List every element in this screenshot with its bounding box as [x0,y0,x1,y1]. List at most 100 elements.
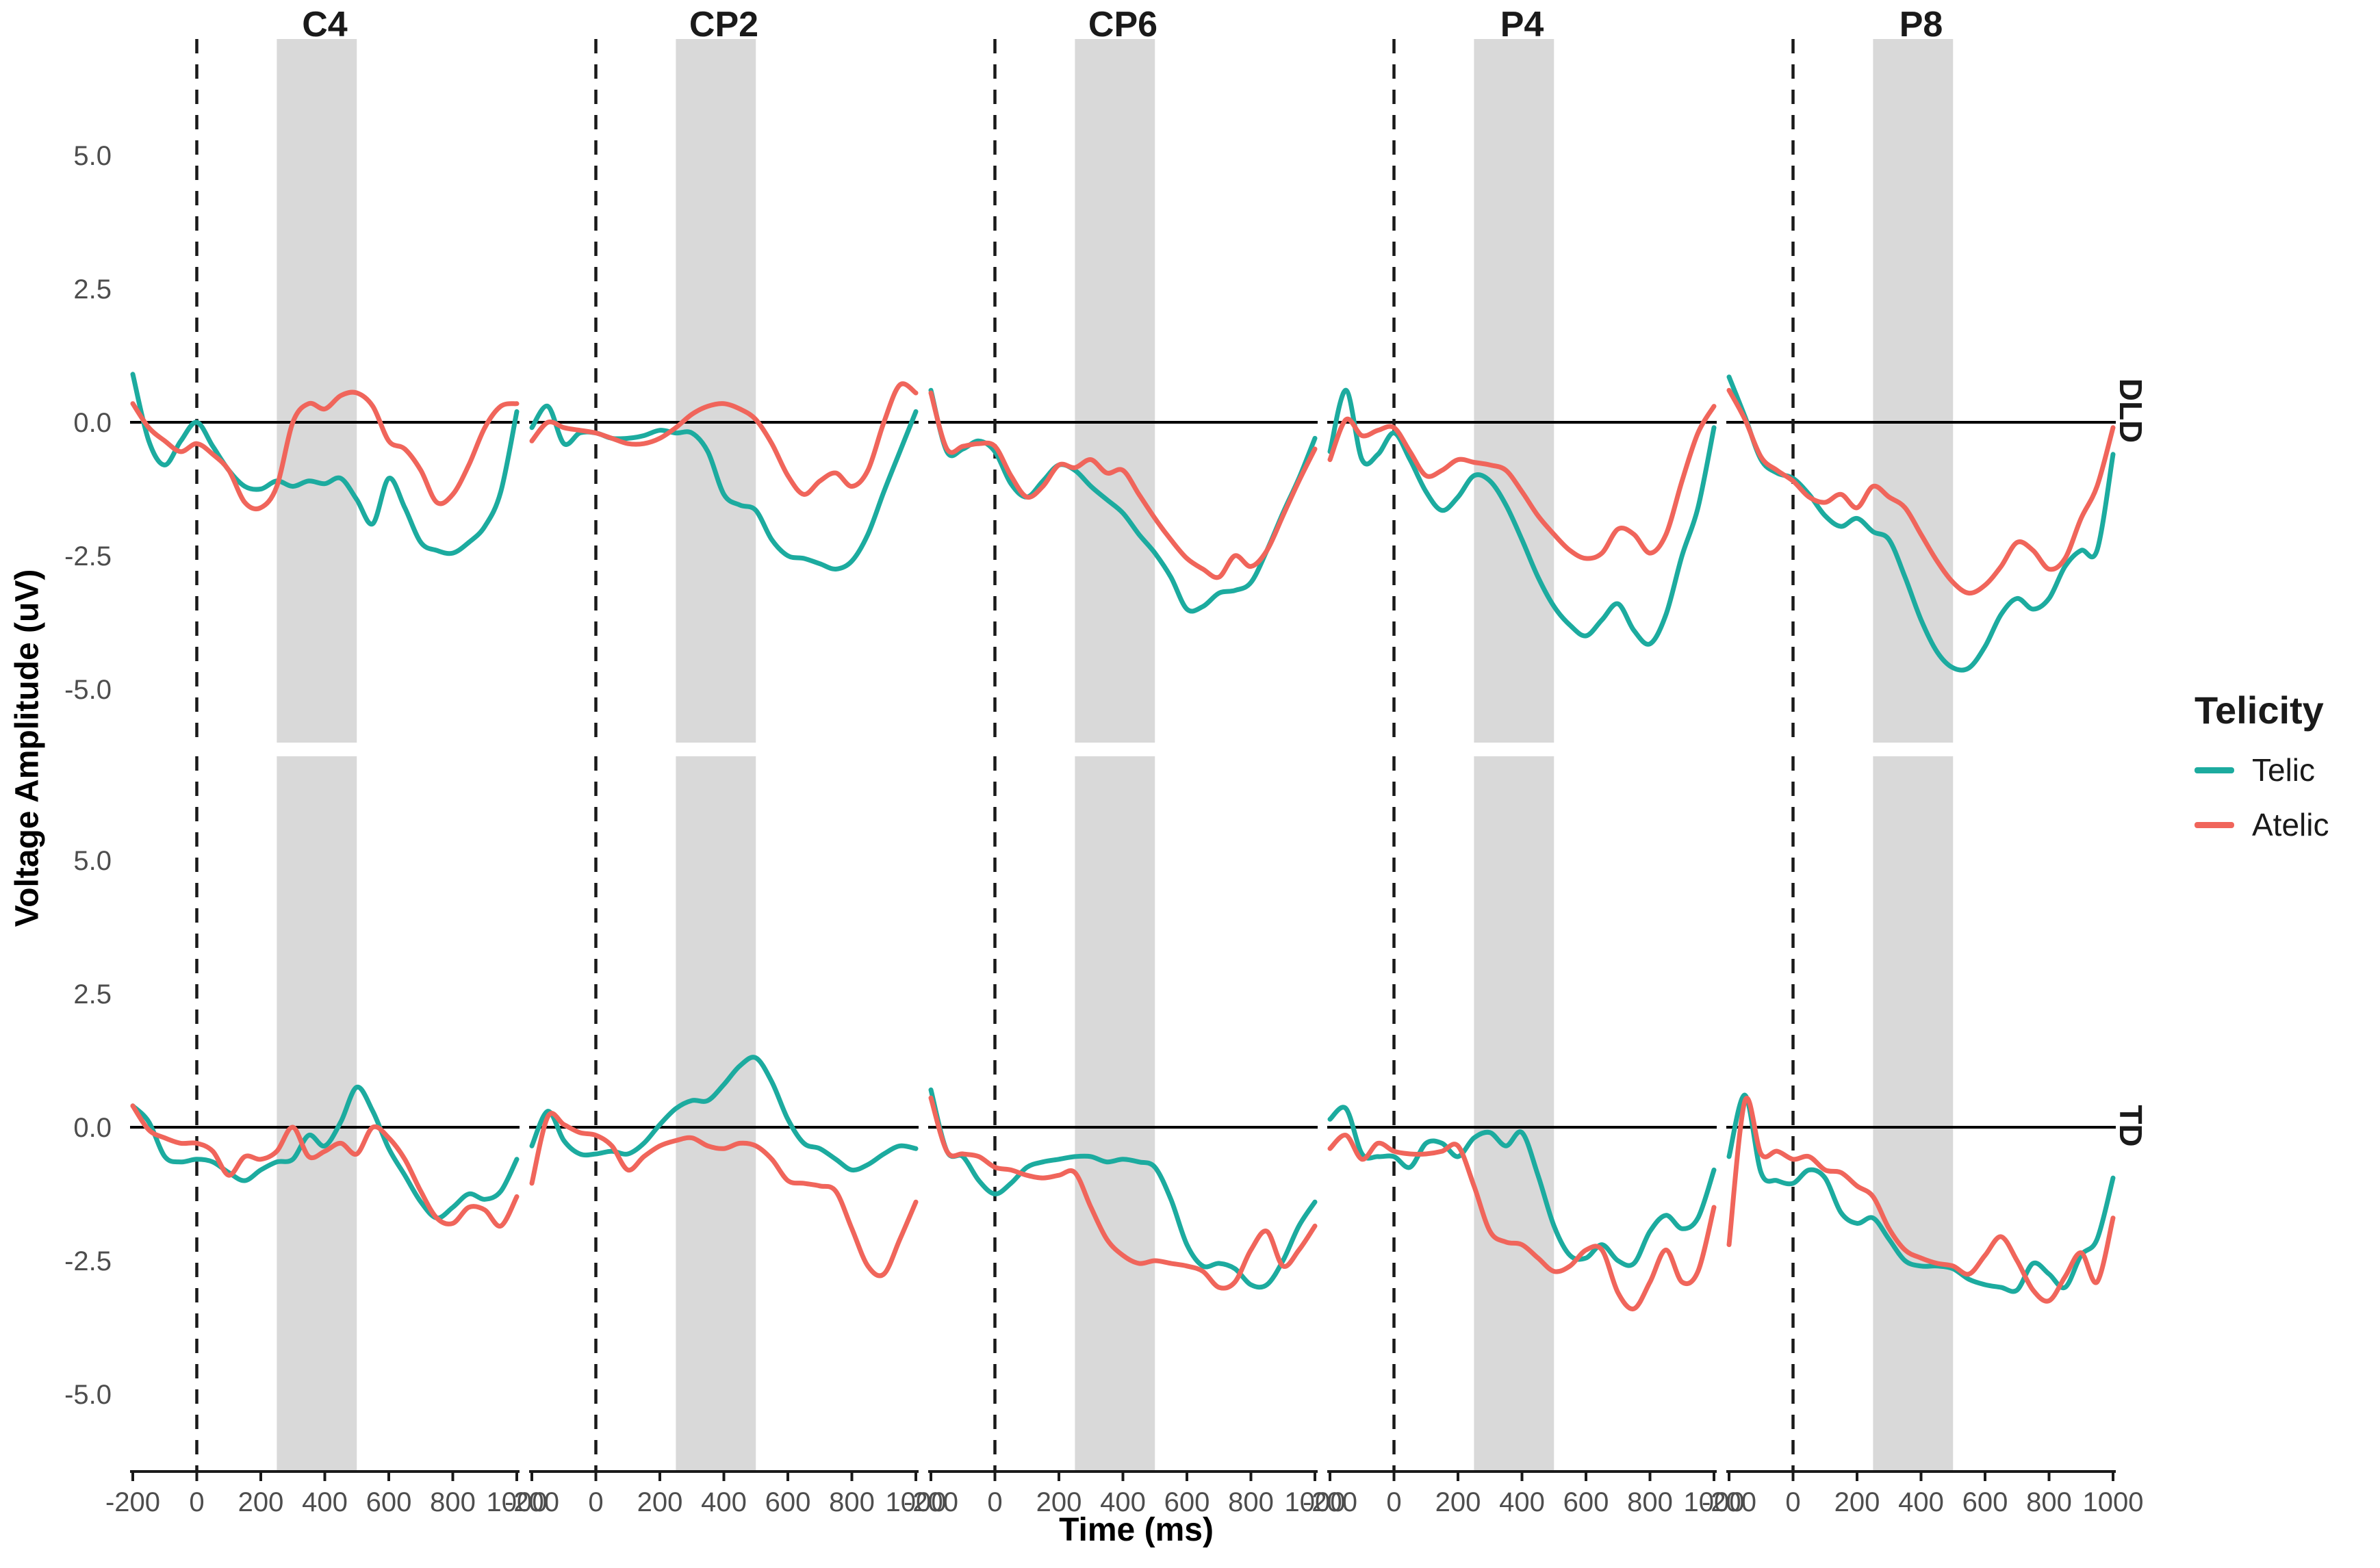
panel-CP2-TD: -200 0 200 400 600 800 1000 [504,756,947,1517]
significance-band [676,756,756,1471]
facet-title-p4: P4 [1500,5,1544,44]
x-tick-label: 600 [1164,1487,1210,1517]
atelic-waveform [928,1095,1318,1291]
y-tick-label: 5.0 [73,141,112,171]
x-tick-label: 600 [1563,1487,1609,1517]
facet-title-c4: C4 [302,5,348,44]
panel-P4-DLD [1327,39,1717,743]
panel-C4-DLD [130,39,520,743]
x-tick-label: 0 [189,1487,204,1517]
x-tick-label: 600 [765,1487,811,1517]
significance-band [1873,39,1954,743]
panel-CP2-DLD [529,39,919,743]
y-tick-label: 0.0 [73,408,112,438]
x-tick-label: 1000 [886,1487,947,1517]
atelic-line-key-icon [2195,821,2234,828]
y-axis-title: Voltage Amplitude (uV) [9,569,46,927]
significance-band [1075,756,1155,1471]
legend-item-label: Telic [2252,752,2316,788]
x-tick-label: 200 [1435,1487,1481,1517]
atelic-waveform [928,390,1318,580]
x-axis-title: Time (ms) [1059,1512,1214,1548]
facet-row-label-dld: DLD [2113,378,2149,444]
x-tick-label: -200 [504,1487,559,1517]
telic-waveform [928,387,1318,614]
telic-waveform [130,1084,520,1221]
x-tick-label: 400 [1499,1487,1545,1517]
telic-line-key-icon [2195,767,2234,773]
x-tick-label: -200 [105,1487,160,1517]
x-tick-label: 200 [1036,1487,1082,1517]
y-tick-label: -2.5 [64,1246,112,1276]
atelic-waveform [529,381,919,497]
x-tick-label: -200 [1702,1487,1756,1517]
facet-title-p8: P8 [1899,5,1943,44]
x-tick-label: 0 [987,1487,1002,1517]
x-tick-label: 800 [1228,1487,1274,1517]
x-tick-label: 1000 [2083,1487,2144,1517]
atelic-waveform [1327,1133,1717,1312]
atelic-waveform [130,1103,520,1229]
atelic-waveform [529,1111,919,1278]
x-tick-label: 600 [366,1487,412,1517]
x-tick-label: 1000 [487,1487,548,1517]
telic-waveform [928,1087,1318,1290]
telic-waveform [1327,1105,1717,1268]
atelic-waveform [130,389,520,512]
panel-P8-DLD [1726,39,2116,743]
telic-waveform [529,1055,919,1173]
y-tick-label: 0.0 [73,1113,112,1143]
x-tick-label: 800 [1627,1487,1673,1517]
x-tick-label: 0 [1386,1487,1401,1517]
facet-title-cp2: CP2 [689,5,759,44]
panel-P8-TD: -200 0 200 400 600 800 1000 [1702,756,2144,1517]
x-tick-label: 600 [1962,1487,2008,1517]
x-tick-label: 800 [430,1487,476,1517]
panel-CP6-DLD [928,39,1318,743]
x-tick-label: 400 [701,1487,747,1517]
atelic-waveform [1327,404,1717,561]
y-tick-label: -5.0 [64,675,112,705]
x-tick-label: -200 [904,1487,958,1517]
legend-title: Telicity [2195,689,2324,732]
significance-band [1075,39,1155,743]
legend: Telicity Telic Atelic [2195,688,2329,861]
telic-waveform [130,372,520,556]
x-tick-label: -200 [1303,1487,1357,1517]
y-tick-label: 2.5 [73,274,112,305]
legend-item-label: Atelic [2252,807,2329,843]
significance-band [676,39,756,743]
x-tick-label: 200 [238,1487,284,1517]
panel-CP6-TD: -200 0 200 400 600 800 1000 [904,756,1346,1517]
atelic-waveform [1726,387,2116,596]
x-tick-label: 400 [302,1487,348,1517]
x-tick-label: 0 [588,1487,603,1517]
facet-row-label-td: TD [2113,1105,2149,1147]
y-tick-label: 5.0 [73,846,112,876]
x-tick-label: 400 [1100,1487,1146,1517]
y-tick-label: 2.5 [73,979,112,1010]
atelic-waveform [1726,1096,2116,1304]
x-tick-label: 200 [1834,1487,1880,1517]
significance-band [277,39,357,743]
facet-title-cp6: CP6 [1088,5,1158,44]
legend-item-telic: Telic [2195,751,2329,788]
x-tick-label: 800 [829,1487,875,1517]
legend-item-atelic: Atelic [2195,806,2329,843]
y-tick-label: -5.0 [64,1380,112,1410]
x-tick-label: 1000 [1684,1487,1745,1517]
telic-waveform [1327,387,1717,647]
x-tick-label: 200 [637,1487,683,1517]
x-tick-label: 800 [2026,1487,2072,1517]
significance-band [1873,756,1954,1471]
significance-band [1474,756,1554,1471]
significance-band [1474,39,1554,743]
x-tick-label: 1000 [1285,1487,1346,1517]
panel-C4-TD: -200 0 200 400 600 800 1000 [105,756,548,1517]
panel-P4-TD: -200 0 200 400 600 800 1000 [1303,756,1745,1517]
x-tick-label: 400 [1898,1487,1944,1517]
telic-waveform [1726,1092,2116,1294]
x-tick-label: 0 [1785,1487,1800,1517]
